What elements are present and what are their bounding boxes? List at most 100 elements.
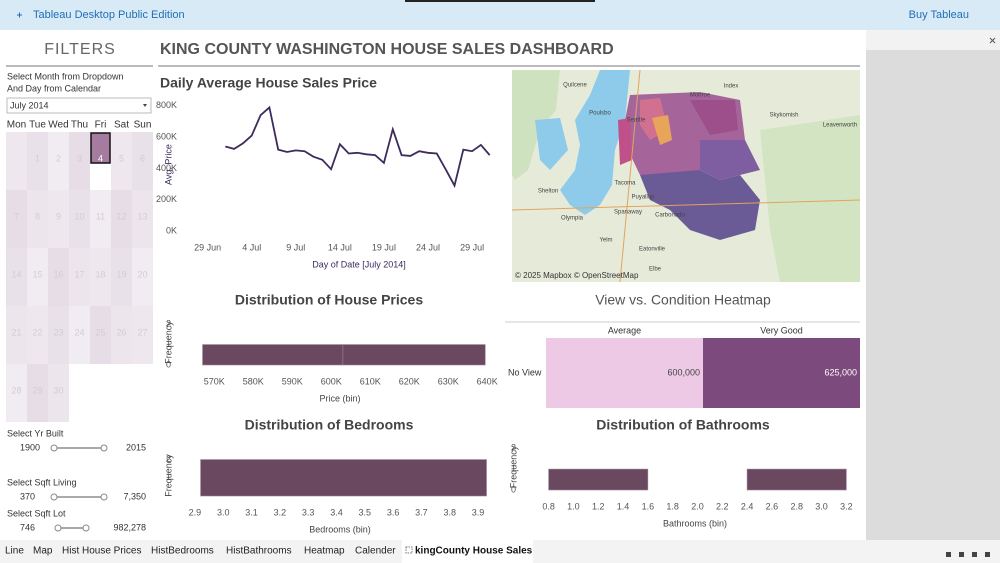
x-tick-label: 19 Jul: [372, 242, 396, 252]
calendar-day: 8: [35, 211, 40, 221]
calendar-cell[interactable]: [27, 132, 48, 190]
calendar-day: 20: [137, 269, 147, 279]
slider-min: 370: [20, 491, 35, 501]
dashboard-title: KING COUNTY WASHINGTON HOUSE SALES DASHB…: [160, 41, 614, 58]
map-label: Skykomish: [769, 113, 798, 119]
calendar-cell[interactable]: [69, 190, 90, 248]
weekday-header: Mon: [7, 120, 26, 131]
calendar-cell[interactable]: [90, 306, 111, 364]
chart-title: Daily Average House Sales Price: [160, 75, 377, 91]
calendar-cell[interactable]: [111, 190, 132, 248]
y-tick-label: 600K: [156, 131, 177, 141]
y-tick-label: 1: [166, 339, 171, 349]
calendar-cell[interactable]: [69, 132, 90, 190]
calendar-day: 22: [32, 327, 42, 337]
slider-min: 746: [20, 522, 35, 532]
slider-knob[interactable]: [100, 444, 108, 452]
close-icon[interactable]: [989, 37, 996, 44]
histogram-bar: [342, 344, 486, 366]
tab[interactable]: Map: [33, 546, 53, 557]
slider-knob[interactable]: [50, 444, 58, 452]
calendar-cell[interactable]: [90, 248, 111, 306]
slider-label: Select Yr Built: [7, 428, 64, 438]
calendar-cell[interactable]: [6, 248, 27, 306]
slider-knob[interactable]: [50, 493, 58, 501]
calendar-cell[interactable]: [111, 132, 132, 190]
calendar-cell[interactable]: [69, 306, 90, 364]
calendar-cell[interactable]: [27, 248, 48, 306]
map-label: Tacoma: [614, 181, 636, 187]
map-label: Carbonado: [655, 213, 685, 219]
app-title: Tableau Desktop Public Edition: [33, 9, 185, 21]
y-axis-label: Frequency: [163, 321, 173, 364]
calendar-day: 19: [116, 269, 126, 279]
calendar-cell[interactable]: [132, 132, 153, 190]
x-tick-label: 3.2: [840, 501, 853, 511]
tab[interactable]: Heatmap: [304, 546, 345, 557]
x-axis-label: Price (bin): [319, 393, 360, 403]
heatmap-column-label: Very Good: [760, 325, 803, 335]
calendar-cell[interactable]: [132, 190, 153, 248]
calendar-cell[interactable]: [27, 190, 48, 248]
calendar-cell[interactable]: [48, 364, 69, 422]
tab[interactable]: Line: [5, 546, 24, 557]
tab[interactable]: Hist House Prices: [62, 546, 141, 557]
calendar-cell[interactable]: [111, 248, 132, 306]
nav-icons[interactable]: [946, 552, 990, 557]
buy-link[interactable]: Buy Tableau: [909, 9, 969, 21]
x-tick-label: 2.6: [766, 501, 779, 511]
tab-active[interactable]: kingCounty House Sales: [415, 546, 533, 557]
x-tick-label: 29 Jun: [194, 242, 221, 252]
x-tick-label: 3.4: [330, 507, 343, 517]
x-tick-label: 1.0: [567, 501, 580, 511]
x-tick-label: 640K: [477, 376, 498, 386]
calendar-cell[interactable]: [6, 306, 27, 364]
tab-active-bg[interactable]: [402, 540, 533, 563]
x-tick-label: 610K: [360, 376, 381, 386]
calendar-cell[interactable]: [48, 306, 69, 364]
x-axis-label: Bedrooms (bin): [309, 524, 371, 534]
calendar-cell[interactable]: [6, 364, 27, 422]
calendar-day: 28: [11, 385, 21, 395]
x-tick-label: 2.2: [716, 501, 729, 511]
weekday-header: Wed: [48, 120, 68, 131]
slider-label: Select Sqft Lot: [7, 508, 66, 518]
calendar-cell[interactable]: [48, 190, 69, 248]
calendar-cell[interactable]: [27, 306, 48, 364]
calendar-day: 2: [56, 153, 61, 163]
map-label: Shelton: [538, 189, 558, 195]
tab[interactable]: HistBedrooms: [151, 546, 214, 557]
calendar-cell[interactable]: [48, 132, 69, 190]
x-tick-label: 2.4: [741, 501, 754, 511]
calendar-cell[interactable]: [6, 190, 27, 248]
y-tick-label: 400K: [156, 163, 177, 173]
month-dropdown[interactable]: [6, 97, 152, 114]
month-value: July 2014: [10, 100, 49, 110]
calendar-cell[interactable]: [132, 248, 153, 306]
y-tick-label: 2: [166, 454, 171, 464]
tab[interactable]: HistBathrooms: [226, 546, 292, 557]
slider-knob[interactable]: [82, 524, 90, 532]
tab[interactable]: Calender: [355, 546, 396, 557]
calendar-day: 7: [14, 211, 19, 221]
heatmap-column-label: Average: [608, 325, 641, 335]
calendar-cell[interactable]: [27, 364, 48, 422]
slider-knob[interactable]: [54, 524, 62, 532]
calendar-day: 17: [74, 269, 84, 279]
calendar-cell-selected[interactable]: [90, 132, 111, 164]
x-tick-label: 1.2: [592, 501, 605, 511]
calendar-cell[interactable]: [132, 306, 153, 364]
x-tick-label: 3.0: [815, 501, 828, 511]
weekday-header: Sat: [114, 120, 129, 131]
side-panel: [866, 30, 1000, 540]
chart-title: Distribution of House Prices: [235, 292, 423, 308]
calendar-cell[interactable]: [69, 248, 90, 306]
x-tick-label: 3.5: [359, 507, 372, 517]
x-tick-label: 3.3: [302, 507, 315, 517]
calendar-cell[interactable]: [111, 306, 132, 364]
x-tick-label: 570K: [204, 376, 225, 386]
calendar-cell[interactable]: [90, 190, 111, 248]
calendar-cell[interactable]: [48, 248, 69, 306]
slider-knob[interactable]: [100, 493, 108, 501]
